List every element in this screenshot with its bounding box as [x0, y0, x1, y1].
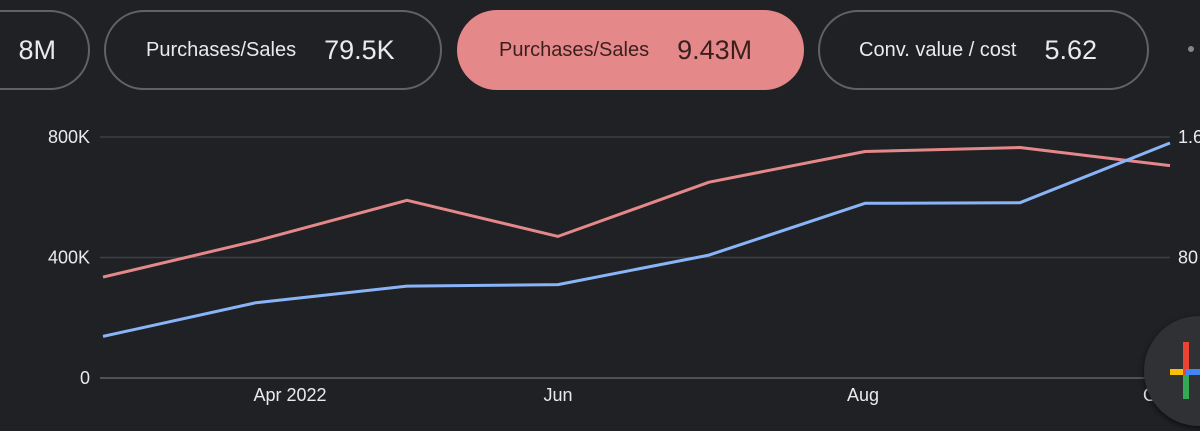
more-icon[interactable] — [1188, 46, 1194, 52]
metric-label: Conv. value / cost — [859, 38, 1017, 61]
x-tick-label: Aug — [847, 385, 879, 405]
y-left-tick-label: 400K — [48, 248, 90, 268]
series-line-1 — [102, 146, 1171, 279]
metric-chip-conv-value-cost[interactable]: Conv. value / cost 5.62 — [818, 10, 1149, 90]
metric-chip-purchases[interactable]: Purchases/Sales 79.5K — [104, 10, 442, 90]
series-line-2 — [102, 141, 1171, 338]
metric-label: Purchases/Sales — [499, 38, 650, 61]
metric-value: 5.62 — [1044, 34, 1098, 65]
add-icon — [1170, 342, 1200, 399]
y-left-tick-label: 0 — [80, 368, 90, 388]
metric-value: 79.5K — [324, 34, 395, 65]
y-right-tick-label: 80 — [1178, 248, 1198, 268]
y-left-tick-label: 800K — [48, 127, 90, 147]
metric-label: Purchases/Sales — [146, 38, 297, 61]
metric-chip-purchases-selected[interactable]: Purchases/Sales 9.43M — [457, 10, 804, 90]
metric-value: 8M — [18, 34, 56, 65]
x-tick-label: Jun — [543, 385, 572, 405]
add-button[interactable] — [1144, 316, 1200, 426]
x-tick-label: Apr 2022 — [253, 385, 326, 405]
metric-value: 9.43M — [677, 34, 753, 65]
y-right-tick-label: 1.6 — [1178, 127, 1200, 147]
metric-chip-partial[interactable]: 8M — [0, 10, 90, 90]
